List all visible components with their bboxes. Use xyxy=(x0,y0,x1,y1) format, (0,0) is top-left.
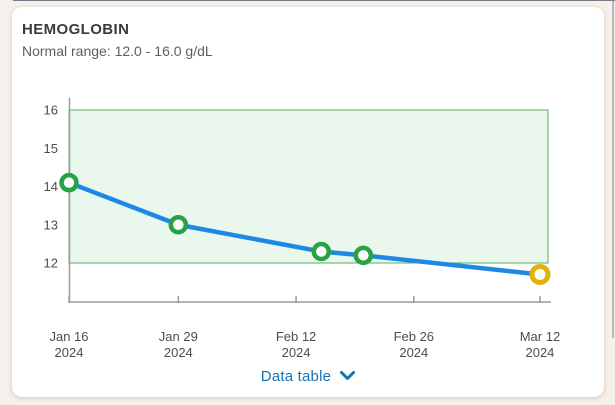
card-header: HEMOGLOBIN Normal range: 12.0 - 16.0 g/d… xyxy=(22,20,213,60)
data-point[interactable] xyxy=(529,263,551,285)
data-point[interactable] xyxy=(59,172,79,193)
data-table-toggle[interactable]: Data table xyxy=(12,366,604,386)
data-point[interactable] xyxy=(353,245,374,266)
data-point[interactable] xyxy=(168,215,189,235)
chevron-down-icon xyxy=(340,371,356,380)
top-edge-line xyxy=(13,0,615,1)
right-edge-line xyxy=(612,0,614,338)
result-card: HEMOGLOBIN Normal range: 12.0 - 16.0 g/d… xyxy=(12,7,604,397)
page-title: HEMOGLOBIN xyxy=(22,21,130,38)
normal-range-subtitle: Normal range: 12.0 - 16.0 g/dL xyxy=(22,43,213,59)
data-table-label[interactable]: Data table xyxy=(260,367,332,385)
data-point[interactable] xyxy=(311,241,332,262)
